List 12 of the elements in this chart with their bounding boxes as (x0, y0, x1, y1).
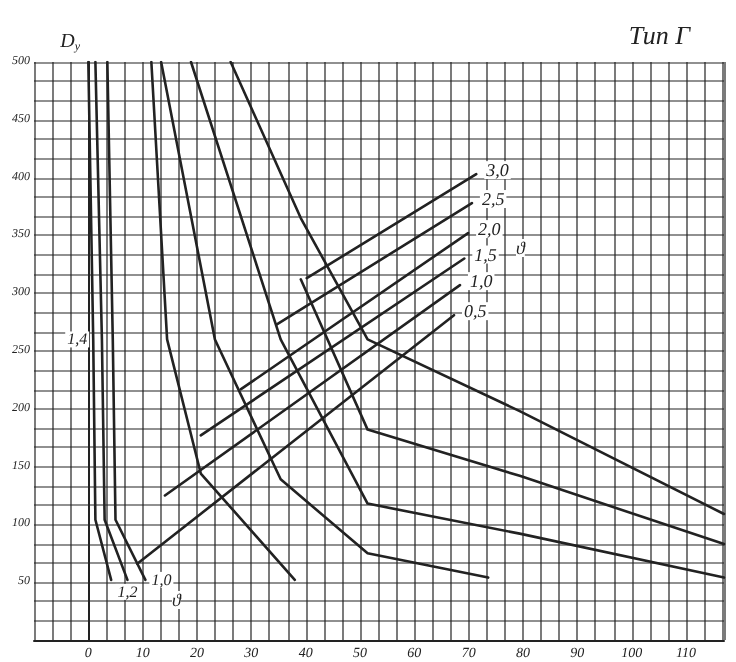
annotation: ϑ (172, 590, 182, 610)
series-label: 0,5 (463, 301, 488, 322)
chart-title: Тип Г (628, 20, 692, 50)
series-label: 1,2 (117, 582, 138, 601)
series-label: 2,0 (478, 219, 502, 240)
series-label: 1,0 (151, 570, 172, 589)
series-label: 1,0 (469, 271, 494, 292)
annotation: ϑ (516, 238, 526, 258)
series-label: 1,5 (474, 244, 498, 265)
series-label: 2,5 (481, 189, 506, 210)
series-label: 3,0 (484, 160, 510, 181)
series-label: 1,4 (67, 330, 88, 349)
